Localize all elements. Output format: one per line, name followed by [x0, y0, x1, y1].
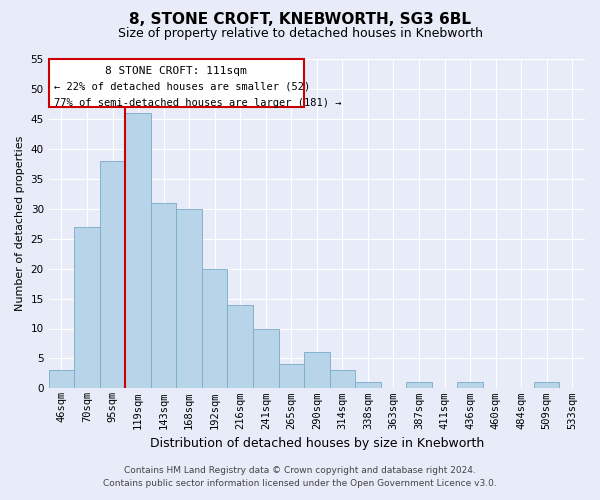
Bar	[304, 352, 329, 388]
Bar	[355, 382, 380, 388]
Bar	[406, 382, 432, 388]
Bar	[227, 304, 253, 388]
Bar	[253, 328, 278, 388]
Bar	[74, 226, 100, 388]
Text: Contains HM Land Registry data © Crown copyright and database right 2024.
Contai: Contains HM Land Registry data © Crown c…	[103, 466, 497, 487]
Bar	[202, 268, 227, 388]
Bar	[100, 161, 125, 388]
Bar	[49, 370, 74, 388]
Text: ← 22% of detached houses are smaller (52): ← 22% of detached houses are smaller (52…	[54, 82, 310, 92]
Bar	[125, 113, 151, 388]
FancyBboxPatch shape	[49, 59, 304, 107]
X-axis label: Distribution of detached houses by size in Knebworth: Distribution of detached houses by size …	[150, 437, 484, 450]
Bar	[457, 382, 483, 388]
Bar	[176, 208, 202, 388]
Text: 77% of semi-detached houses are larger (181) →: 77% of semi-detached houses are larger (…	[54, 98, 341, 108]
Bar	[278, 364, 304, 388]
Bar	[329, 370, 355, 388]
Bar	[151, 202, 176, 388]
Text: 8, STONE CROFT, KNEBWORTH, SG3 6BL: 8, STONE CROFT, KNEBWORTH, SG3 6BL	[129, 12, 471, 28]
Text: Size of property relative to detached houses in Knebworth: Size of property relative to detached ho…	[118, 28, 482, 40]
Text: 8 STONE CROFT: 111sqm: 8 STONE CROFT: 111sqm	[106, 66, 247, 76]
Y-axis label: Number of detached properties: Number of detached properties	[15, 136, 25, 312]
Bar	[534, 382, 559, 388]
